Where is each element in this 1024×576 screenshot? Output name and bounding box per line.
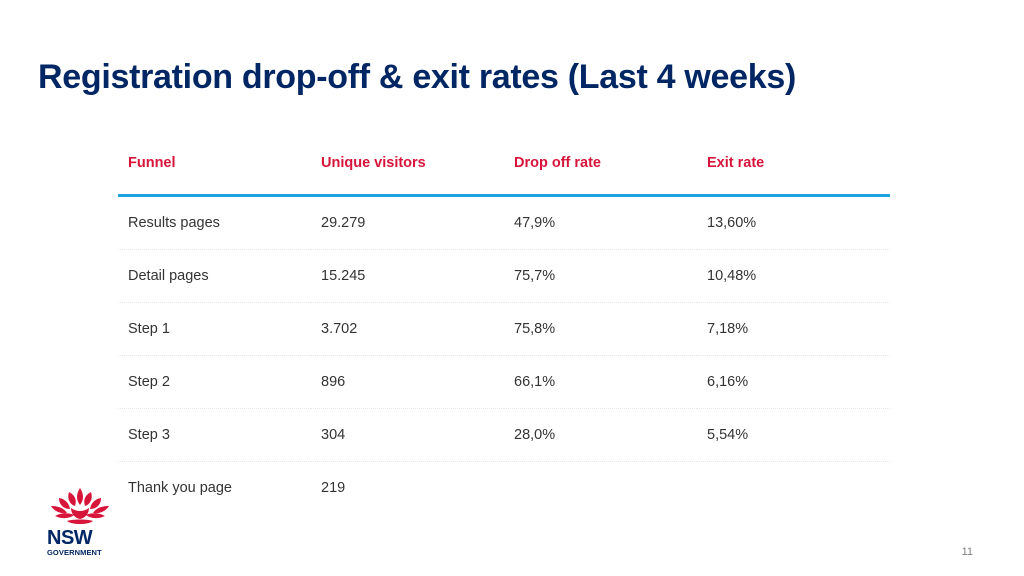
cell-unique-visitors: 3.702 — [311, 302, 504, 356]
table-row: Step 1 3.702 75,8% 7,18% — [118, 302, 890, 356]
cell-drop-off-rate — [504, 462, 697, 515]
header-exit-rate: Exit rate — [697, 132, 890, 197]
cell-funnel: Thank you page — [128, 480, 232, 496]
table-header-row: Funnel Unique visitors Drop off rate Exi… — [118, 132, 890, 197]
cell-exit-rate: 13,60% — [697, 195, 890, 250]
table-row: Thank you page 219 — [118, 462, 890, 515]
funnel-table: Funnel Unique visitors Drop off rate Exi… — [118, 132, 890, 514]
cell-funnel: Detail pages — [118, 249, 311, 303]
cell-unique-visitors: 15.245 — [311, 249, 504, 303]
slide-title: Registration drop-off & exit rates (Last… — [38, 58, 797, 96]
table-row: Step 2 896 66,1% 6,16% — [118, 355, 890, 409]
cell-drop-off-rate: 28,0% — [504, 408, 697, 462]
cell-exit-rate — [697, 462, 890, 515]
nsw-government-logo: NSW GOVERNMENT — [45, 486, 115, 560]
cell-unique-visitors: 896 — [311, 355, 504, 409]
cell-drop-off-rate: 47,9% — [504, 195, 697, 250]
header-funnel: Funnel — [118, 132, 311, 197]
table-row: Detail pages 15.245 75,7% 10,48% — [118, 249, 890, 303]
cell-funnel: Step 3 — [118, 408, 311, 462]
cell-unique-visitors: 29.279 — [311, 195, 504, 250]
header-drop-off-rate: Drop off rate — [504, 132, 697, 197]
table-row: Results pages 29.279 47,9% 13,60% — [118, 195, 890, 250]
cell-exit-rate: 5,54% — [697, 408, 890, 462]
cell-drop-off-rate: 66,1% — [504, 355, 697, 409]
funnel-table-container: Funnel Unique visitors Drop off rate Exi… — [118, 132, 890, 514]
table-row: Step 3 304 28,0% 5,54% — [118, 408, 890, 462]
page-number: 11 — [961, 546, 973, 558]
cell-exit-rate: 7,18% — [697, 302, 890, 356]
logo-subtitle: GOVERNMENT — [47, 548, 102, 557]
cell-unique-visitors: 219 — [321, 480, 346, 496]
cell-funnel: Step 1 — [118, 302, 311, 356]
cell-exit-rate: 10,48% — [697, 249, 890, 303]
cell-funnel: Step 2 — [118, 355, 311, 409]
header-unique-visitors: Unique visitors — [311, 132, 504, 197]
waratah-icon — [51, 488, 109, 524]
cell-unique-visitors: 304 — [311, 408, 504, 462]
cell-exit-rate: 6,16% — [697, 355, 890, 409]
logo-wordmark: NSW — [47, 527, 93, 549]
cell-funnel: Results pages — [118, 195, 311, 250]
cell-drop-off-rate: 75,8% — [504, 302, 697, 356]
cell-drop-off-rate: 75,7% — [504, 249, 697, 303]
